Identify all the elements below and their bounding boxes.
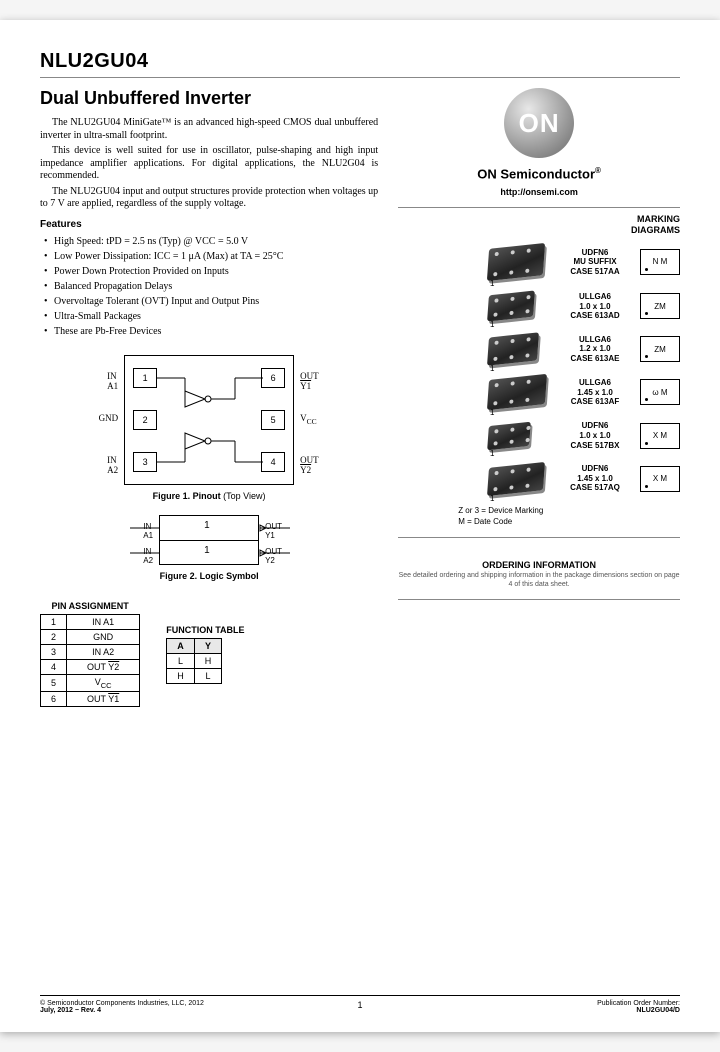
features-heading: Features xyxy=(40,219,378,230)
pin-label: VCC xyxy=(300,413,317,426)
pin-table-heading: PIN ASSIGNMENT xyxy=(40,601,140,611)
chip-icon xyxy=(487,374,547,410)
package-row: 1 ULLGA61.2 x 1.0CASE 613AE ZM xyxy=(398,335,680,364)
package-list: 1 UDFN6MU SUFFIXCASE 517AA N M 1 ULLGA61… xyxy=(398,246,680,493)
page-number: 1 xyxy=(357,1000,362,1010)
pin-label: GND xyxy=(99,413,119,423)
feature-item: Ultra-Small Packages xyxy=(44,309,378,324)
figure-2-caption: Figure 2. Logic Symbol xyxy=(160,571,259,581)
pinout-figure: 1 2 3 6 5 4 xyxy=(40,355,378,501)
marking-box: ZM xyxy=(640,336,680,362)
feature-item: Overvoltage Tolerant (OVT) Input and Out… xyxy=(44,294,378,309)
feature-item: Balanced Propagation Delays xyxy=(44,279,378,294)
content-columns: Dual Unbuffered Inverter The NLU2GU04 Mi… xyxy=(40,88,680,707)
pin-label: IN A2 xyxy=(107,455,118,475)
feature-item: Power Down Protection Provided on Inputs xyxy=(44,264,378,279)
marking-box: X M xyxy=(640,423,680,449)
package-row: 1 UDFN61.0 x 1.0CASE 517BX X M xyxy=(398,421,680,450)
pinout-box: 1 2 3 6 5 4 xyxy=(124,355,294,485)
inverter-symbols xyxy=(125,356,295,486)
features-list: High Speed: tPD = 2.5 ns (Typ) @ VCC = 5… xyxy=(40,234,378,339)
chip-icon xyxy=(487,243,545,281)
feature-item: These are Pb-Free Devices xyxy=(44,324,378,339)
feature-item: Low Power Dissipation: ICC = 1 μA (Max) … xyxy=(44,249,378,264)
ordering-text: See detailed ordering and shipping infor… xyxy=(398,572,680,589)
func-table: AY LH HL xyxy=(166,638,222,684)
logic-box: 1 1 xyxy=(159,515,259,565)
right-divider xyxy=(398,599,680,600)
marking-heading: MARKINGDIAGRAMS xyxy=(398,214,680,236)
ordering-heading: ORDERING INFORMATION xyxy=(398,560,680,570)
title: Dual Unbuffered Inverter xyxy=(40,88,378,109)
part-number: NLU2GU04 xyxy=(40,50,680,73)
marking-legend: Z or 3 = Device Marking M = Date Code xyxy=(398,505,680,527)
logo-text: ON xyxy=(519,108,560,139)
figure-1-caption: Figure 1. Pinout (Top View) xyxy=(153,491,266,501)
marking-box: X M xyxy=(640,466,680,492)
intro-para-2: This device is well suited for use in os… xyxy=(40,145,378,183)
logic-label: OUT Y1 xyxy=(265,522,282,540)
page-footer: © Semiconductor Components Industries, L… xyxy=(40,995,680,1014)
intro-para-1: The NLU2GU04 MiniGate™ is an advanced hi… xyxy=(40,117,378,142)
website-url[interactable]: http://onsemi.com xyxy=(477,187,601,197)
right-divider xyxy=(398,537,680,538)
pin-label: OUT Y1 xyxy=(300,371,318,391)
on-logo: ON xyxy=(504,88,574,158)
logic-label: OUT Y2 xyxy=(265,547,282,565)
package-info: UDFN61.45 x 1.0CASE 517AQ xyxy=(560,464,630,493)
package-info: ULLGA61.0 x 1.0CASE 613AD xyxy=(560,292,630,321)
feature-item: High Speed: tPD = 2.5 ns (Typ) @ VCC = 5… xyxy=(44,234,378,249)
package-row: 1 ULLGA61.0 x 1.0CASE 613AD ZM xyxy=(398,292,680,321)
package-info: UDFN61.0 x 1.0CASE 517BX xyxy=(560,421,630,450)
tables-row: PIN ASSIGNMENT 1IN A1 2GND 3IN A2 4OUT Y… xyxy=(40,601,378,708)
marking-box: ω M xyxy=(640,379,680,405)
pin-table: 1IN A1 2GND 3IN A2 4OUT Y2 5VCC 6OUT Y1 xyxy=(40,614,140,708)
pin-label: OUT Y2 xyxy=(300,455,318,475)
brand-name: ON Semiconductor® xyxy=(477,166,601,181)
legend-line: M = Date Code xyxy=(458,516,680,527)
package-row: 1 ULLGA61.45 x 1.0CASE 613AF ω M xyxy=(398,377,680,407)
logic-figure: 1 1 IN A1 IN A2 OUT Y1 xyxy=(40,515,378,581)
chip-icon xyxy=(487,422,531,451)
func-table-heading: FUNCTION TABLE xyxy=(166,625,244,635)
chip-icon xyxy=(487,462,545,496)
logic-label: IN A2 xyxy=(143,547,153,565)
chip-icon xyxy=(487,332,539,365)
intro-para-3: The NLU2GU04 input and output structures… xyxy=(40,186,378,211)
page: NLU2GU04 Dual Unbuffered Inverter The NL… xyxy=(0,20,720,1032)
pin-assignment-table: PIN ASSIGNMENT 1IN A1 2GND 3IN A2 4OUT Y… xyxy=(40,601,140,708)
right-divider xyxy=(398,207,680,208)
marking-box: N M xyxy=(640,249,680,275)
package-info: ULLGA61.2 x 1.0CASE 613AE xyxy=(560,335,630,364)
package-row: 1 UDFN6MU SUFFIXCASE 517AA N M xyxy=(398,246,680,278)
left-column: Dual Unbuffered Inverter The NLU2GU04 Mi… xyxy=(40,88,378,707)
logic-label: IN A1 xyxy=(143,522,153,540)
function-table: FUNCTION TABLE AY LH HL xyxy=(166,625,244,684)
ordering-block: ORDERING INFORMATION See detailed orderi… xyxy=(398,560,680,589)
package-row: 1 UDFN61.45 x 1.0CASE 517AQ X M xyxy=(398,464,680,493)
chip-icon xyxy=(487,291,535,322)
package-info: ULLGA61.45 x 1.0CASE 613AF xyxy=(560,378,630,407)
header-rule xyxy=(40,77,680,78)
right-column: ON ON Semiconductor® http://onsemi.com M… xyxy=(398,88,680,707)
legend-line: Z or 3 = Device Marking xyxy=(458,505,680,516)
pin-label: IN A1 xyxy=(107,371,118,391)
marking-box: ZM xyxy=(640,293,680,319)
logo-block: ON ON Semiconductor® http://onsemi.com xyxy=(477,88,601,197)
package-info: UDFN6MU SUFFIXCASE 517AA xyxy=(560,248,630,277)
